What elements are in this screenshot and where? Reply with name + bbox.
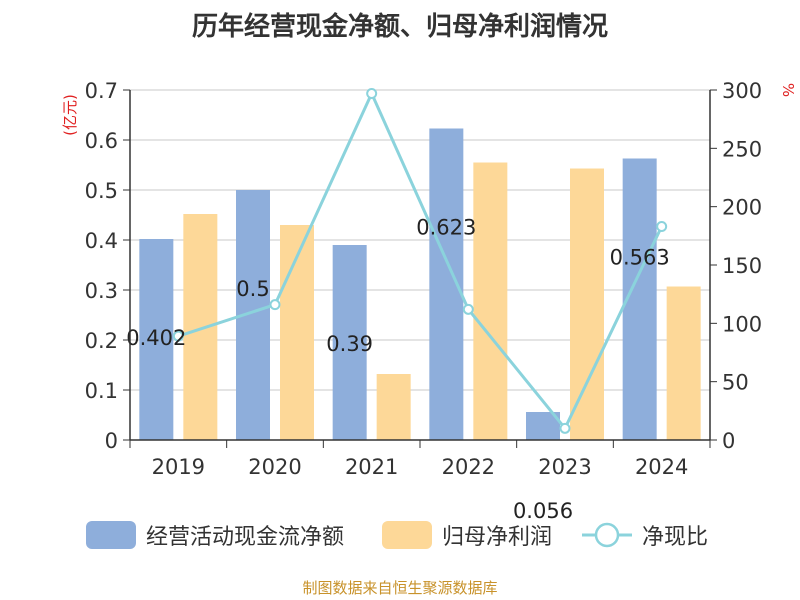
legend: 经营活动现金流净额 归母净利润 净现比	[86, 521, 708, 550]
y-right-tick-label: 150	[722, 254, 762, 278]
bar-cashflow	[139, 239, 174, 440]
x-tick-label: 2021	[345, 455, 398, 479]
bar-netprofit	[666, 286, 701, 440]
source-note: 制图数据来自恒生聚源数据库	[302, 579, 498, 597]
y-left-tick-label: 0.6	[85, 129, 118, 153]
bar-cashflow	[332, 245, 367, 440]
y-right-unit-label: %	[779, 83, 797, 97]
y-right-tick-label: 200	[722, 196, 762, 220]
y-right-tick-label: 100	[722, 312, 762, 336]
bar-netprofit	[473, 162, 508, 440]
legend-label: 归母净利润	[442, 525, 552, 550]
x-tick-label: 2020	[248, 455, 301, 479]
line-point	[462, 303, 474, 315]
line-series	[172, 88, 668, 434]
legend-label: 经营活动现金流净额	[146, 525, 344, 550]
bar-netprofit	[570, 168, 604, 440]
y-left-tick-label: 0.4	[85, 229, 118, 253]
bar-data-label: 0.623	[416, 216, 476, 240]
line-path	[177, 89, 664, 432]
legend-swatch	[86, 521, 136, 549]
y-right-tick-label: 50	[722, 371, 749, 395]
legend-swatch	[382, 521, 432, 549]
x-tick-label: 2019	[152, 455, 205, 479]
x-tick-label: 2024	[635, 455, 688, 479]
bar-netprofit	[280, 225, 314, 440]
line-point	[172, 330, 184, 342]
bar-netprofit	[183, 214, 218, 440]
y-right-tick-label: 300	[722, 79, 762, 103]
y-left-tick-label: 0.7	[85, 79, 118, 103]
y-left-tick-label: 0.3	[85, 279, 118, 303]
x-tick-label: 2023	[538, 455, 591, 479]
y-right-tick-label: 0	[722, 429, 735, 453]
y-left-tick-label: 0.2	[85, 329, 118, 353]
bar-data-label: 0.056	[513, 499, 573, 523]
bar-data-label: 0.563	[610, 246, 670, 270]
legend-label: 净现比	[642, 525, 708, 550]
bar-data-label: 0.39	[326, 332, 373, 356]
y-right-tick-label: 250	[722, 137, 762, 161]
bar-data-label: 0.5	[236, 277, 269, 301]
bar-netprofit	[376, 374, 411, 440]
x-tick-label: 2022	[442, 455, 495, 479]
bar-data-label: 0.402	[126, 326, 186, 350]
legend-swatch-marker	[594, 522, 620, 548]
y-left-tick-label: 0.5	[85, 179, 118, 203]
line-point	[269, 299, 281, 311]
y-left-tick-label: 0	[105, 429, 118, 453]
bar-series	[139, 128, 701, 440]
bar-data-labels: 0.402 0.5 0.39 0.623 0.056 0.563	[126, 216, 669, 524]
line-point	[656, 221, 668, 232]
grid-lines	[130, 89, 710, 391]
y-left-tick-label: 0.1	[85, 379, 118, 403]
line-point	[559, 422, 571, 434]
axes: 0 0.1 0.2 0.3 0.4 0.5 0.6 0.7 0 50 100 150 200 250 300…	[61, 79, 797, 479]
chart-title: 历年经营现金净额、归母净利润情况	[191, 12, 608, 42]
y-left-unit-label: (亿元)	[61, 94, 79, 136]
line-point	[366, 88, 378, 99]
